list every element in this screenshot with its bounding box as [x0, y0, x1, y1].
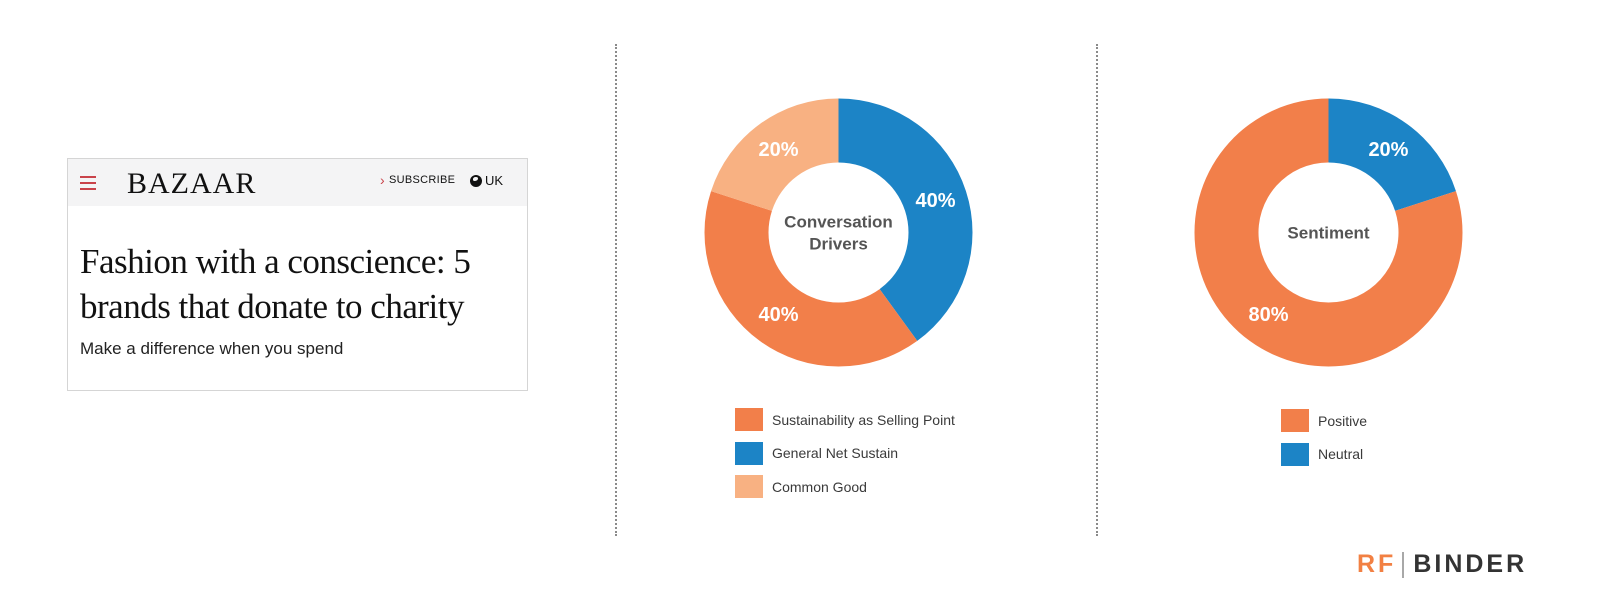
conversation-drivers-donut-chart: 40% 40% 20% Conversation Drivers: [704, 98, 973, 367]
legend-swatch: [1281, 409, 1309, 433]
legend-label: General Net Sustain: [772, 445, 899, 462]
legend-item-general-net-sustain: General Net Sustain: [735, 437, 955, 471]
hamburger-menu-icon[interactable]: [80, 176, 96, 190]
legend-label: Positive: [1318, 412, 1368, 429]
legend-swatch: [735, 441, 763, 465]
brand-binder: BINDER: [1413, 550, 1528, 578]
subscribe-link[interactable]: › SUBSCRIBE: [380, 171, 456, 188]
brand-rf: RF: [1357, 550, 1397, 578]
article-subhead: Make a difference when you spend: [80, 339, 344, 358]
region-label: UK: [485, 173, 504, 188]
legend-item-common-good: Common Good: [735, 470, 955, 504]
data-label-positive: 80%: [1249, 304, 1289, 326]
sentiment-legend: Positive Neutral: [1281, 404, 1367, 471]
slice-sustainability-as-selling-point: [704, 191, 918, 367]
chart-center-title: Conversation Drivers: [784, 213, 893, 254]
globe-icon: [470, 174, 482, 187]
legend-item-positive: Positive: [1281, 404, 1367, 438]
legend-item-neutral: Neutral: [1281, 438, 1367, 472]
legend-label: Common Good: [772, 478, 867, 495]
legend-label: Neutral: [1318, 446, 1364, 463]
data-label-neutral: 20%: [1368, 139, 1408, 161]
data-label-general-net-sustain: 40%: [915, 190, 955, 212]
legend-label: Sustainability as Selling Point: [772, 411, 955, 428]
data-label-sustainability-as-selling-point: 40%: [759, 304, 799, 326]
data-label-common-good: 20%: [759, 139, 799, 161]
slice-common-good: [711, 98, 839, 211]
slice-general-net-sustain: [838, 98, 973, 341]
rf-binder-logo: RF BINDER: [1357, 550, 1527, 579]
article-header: BAZAAR › SUBSCRIBE UK: [68, 159, 527, 206]
region-selector[interactable]: UK: [470, 173, 503, 188]
sentiment-donut-chart: 20% 80% Sentiment: [1194, 98, 1463, 367]
slice-positive: [1194, 98, 1463, 367]
legend-swatch: [735, 408, 763, 432]
chevron-right-icon: ›: [380, 171, 385, 188]
article-card[interactable]: BAZAAR › SUBSCRIBE UK Fashion with a con…: [67, 158, 528, 391]
chart-center-title: Sentiment: [1287, 224, 1370, 243]
legend-swatch: [1281, 442, 1309, 466]
legend-swatch: [735, 475, 763, 499]
brand-separator: [1402, 551, 1405, 578]
legend-item-sustainability-as-selling-point: Sustainability as Selling Point: [735, 403, 955, 437]
dotted-divider: [615, 44, 617, 536]
article-headline[interactable]: Fashion with a conscience: 5 brands that…: [80, 242, 471, 326]
bazaar-logo[interactable]: BAZAAR: [127, 167, 257, 200]
conversation-drivers-legend: Sustainability as Selling Point General N…: [735, 403, 955, 504]
dotted-divider: [1096, 44, 1098, 536]
subscribe-label: SUBSCRIBE: [388, 174, 456, 186]
slice-neutral: [1328, 98, 1456, 211]
